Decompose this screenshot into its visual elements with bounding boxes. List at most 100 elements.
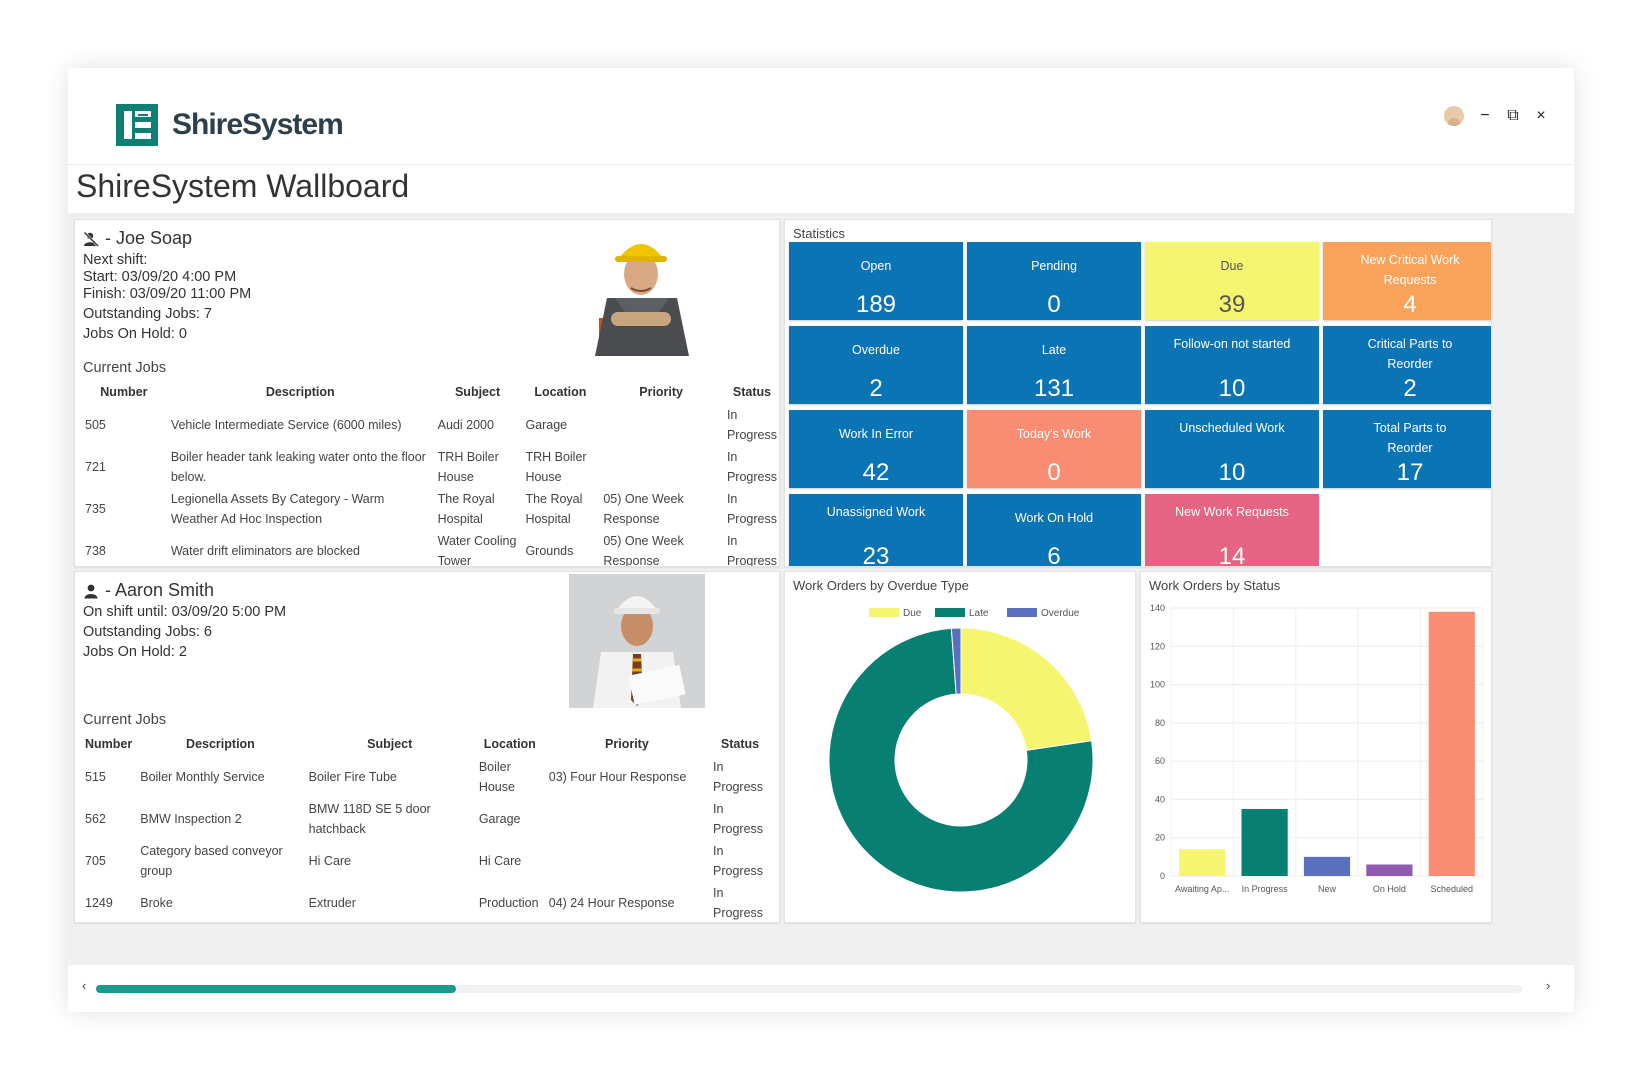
stat-tile-overdue[interactable]: Overdue 2: [789, 326, 963, 404]
job-status: In Progress: [726, 534, 777, 567]
scroll-right-icon[interactable]: ›: [1546, 978, 1551, 993]
job-location: Garage: [525, 418, 568, 432]
job-location: TRH Boiler House: [525, 450, 587, 484]
column-priority[interactable]: Priority: [605, 737, 649, 751]
job-status: In Progress: [713, 844, 764, 878]
stat-tile-late[interactable]: Late 131: [967, 326, 1141, 404]
jobs-on-hold: Jobs On Hold: 2: [83, 644, 187, 660]
table-row[interactable]: 562 BMW Inspection 2 BMW 118D SE 5 door …: [81, 798, 771, 840]
job-location: The Royal Hospital: [525, 492, 583, 526]
bar-on-hold: [1366, 864, 1413, 876]
y-tick-label: 40: [1155, 794, 1165, 804]
stat-tile-unscheduled-work[interactable]: Unscheduled Work 10: [1145, 410, 1319, 488]
scroll-track[interactable]: [96, 985, 1522, 993]
job-subject: Boiler Fire Tube: [308, 770, 397, 784]
wallboard: - Joe Soap Next shift: Start: 03/09/20 4…: [68, 213, 1574, 965]
column-description[interactable]: Description: [186, 737, 255, 751]
column-location[interactable]: Location: [483, 737, 536, 751]
job-location: Production: [478, 896, 539, 910]
bar-scheduled: [1428, 611, 1475, 876]
table-row[interactable]: 735 Legionella Assets By Category - Warm…: [81, 488, 779, 530]
minimize-icon[interactable]: −: [1480, 107, 1490, 124]
worker-panel-joe-soap: - Joe Soap Next shift: Start: 03/09/20 4…: [74, 219, 780, 567]
column-subject[interactable]: Subject: [454, 385, 501, 399]
column-status[interactable]: Status: [732, 385, 772, 399]
bar-awaiting-ap: [1179, 849, 1226, 876]
worker-photo-image: [585, 226, 697, 356]
column-location[interactable]: Location: [534, 385, 587, 399]
stat-tile-value: 17: [1396, 459, 1424, 486]
stat-tile-label: Today's Work: [1016, 427, 1092, 441]
job-status: In Progress: [713, 760, 764, 794]
x-tick-label: Scheduled: [1431, 884, 1474, 894]
table-row[interactable]: 1249 Broke Extruder Production 04) 24 Ho…: [81, 882, 771, 922]
stat-tile-new-work-requests[interactable]: New Work Requests 14: [1145, 494, 1319, 567]
stat-tile-work-on-hold[interactable]: Work On Hold 6: [967, 494, 1141, 566]
close-icon[interactable]: ×: [1536, 107, 1546, 124]
job-number: 505: [85, 418, 106, 432]
job-number: 735: [85, 502, 106, 516]
table-row[interactable]: 505 Vehicle Intermediate Service (6000 m…: [81, 404, 779, 446]
table-row[interactable]: 515 Boiler Monthly Service Boiler Fire T…: [81, 756, 771, 798]
stat-tile-today-s-work[interactable]: Today's Work 0: [967, 410, 1141, 488]
scroll-left-icon[interactable]: ‹: [82, 978, 87, 993]
job-number: 562: [85, 812, 106, 826]
job-priority: 05) One Week Response: [603, 534, 684, 567]
stat-tile-unassigned-work[interactable]: Unassigned Work 23: [789, 494, 963, 566]
stat-tile-value: 14: [1218, 543, 1246, 567]
column-number[interactable]: Number: [85, 737, 133, 751]
stat-tile-label: Open: [860, 259, 892, 273]
horizontal-scrollbar[interactable]: ‹ ›: [68, 965, 1574, 1012]
worker-name-label: - Aaron Smith: [105, 580, 215, 600]
shift-start: Start: 03/09/20 4:00 PM: [83, 269, 237, 285]
job-priority: [599, 404, 723, 446]
stat-tile-critical-parts-to-reorder[interactable]: Critical Parts to Reorder 2: [1323, 326, 1491, 404]
job-priority: 05) One Week Response: [603, 492, 684, 526]
job-subject: The Royal Hospital: [437, 492, 495, 526]
stat-tile-total-parts-to-reorder[interactable]: Total Parts to Reorder 17: [1323, 410, 1491, 488]
stat-tile-label: New Work Requests: [1175, 505, 1289, 519]
worker-photo: [569, 574, 705, 708]
stat-tile-value: 10: [1218, 459, 1246, 486]
x-tick-label: In Progress: [1242, 884, 1289, 894]
restore-icon[interactable]: ⧉: [1507, 107, 1519, 124]
table-row[interactable]: 738 Water drift eliminators are blocked …: [81, 530, 779, 567]
app-window: ShireSystem − ⧉ × ShireSystem Wallboard …: [68, 68, 1574, 1012]
stat-tile-label: Overdue: [852, 343, 900, 357]
x-tick-label: Awaiting Ap...: [1175, 884, 1229, 894]
y-tick-label: 140: [1150, 603, 1165, 613]
stat-tile-work-in-error[interactable]: Work In Error 42: [789, 410, 963, 488]
column-description[interactable]: Description: [265, 385, 335, 399]
outstanding-jobs: Outstanding Jobs: 6: [83, 624, 212, 640]
stat-tile-label: Pending: [1031, 259, 1077, 273]
worker-photo-image: [569, 574, 705, 708]
user-avatar-icon[interactable]: [1444, 106, 1464, 126]
column-number[interactable]: Number: [100, 385, 148, 399]
scroll-thumb[interactable]: [96, 985, 456, 993]
job-description: Legionella Assets By Category - Warm Wea…: [170, 492, 385, 526]
legend-swatch: [1007, 608, 1037, 617]
column-subject[interactable]: Subject: [367, 737, 413, 751]
stat-tile-value: 189: [855, 291, 897, 318]
outstanding-jobs: Outstanding Jobs: 7: [83, 306, 212, 322]
worker-name: - Aaron Smith: [83, 580, 214, 601]
user-off-shift-icon: [83, 230, 99, 247]
donut-slice-late: [828, 627, 1094, 893]
stat-tile-new-critical-work-requests[interactable]: New Critical Work Requests 4: [1323, 242, 1491, 320]
worker-photo: [585, 226, 697, 356]
table-header-row: Number Description Subject Location Prio…: [81, 732, 771, 756]
column-status[interactable]: Status: [720, 737, 760, 751]
stat-tile-pending[interactable]: Pending 0: [967, 242, 1141, 320]
stat-tile-due[interactable]: Due 39: [1145, 242, 1319, 320]
bar-new: [1303, 856, 1351, 876]
column-priority[interactable]: Priority: [639, 385, 684, 399]
stat-tile-open[interactable]: Open 189: [789, 242, 963, 320]
stat-tile-label: Unassigned Work: [826, 505, 926, 519]
brand-logo[interactable]: ShireSystem: [116, 104, 344, 146]
job-subject: Extruder: [308, 896, 356, 910]
statistics-title: Statistics: [793, 226, 846, 241]
stat-tile-follow-on-not-started[interactable]: Follow-on not started 10: [1145, 326, 1319, 404]
job-number: 705: [85, 854, 106, 868]
table-row[interactable]: 705 Category based conveyor group Hi Car…: [81, 840, 771, 882]
table-row[interactable]: 721 Boiler header tank leaking water ont…: [81, 446, 779, 488]
